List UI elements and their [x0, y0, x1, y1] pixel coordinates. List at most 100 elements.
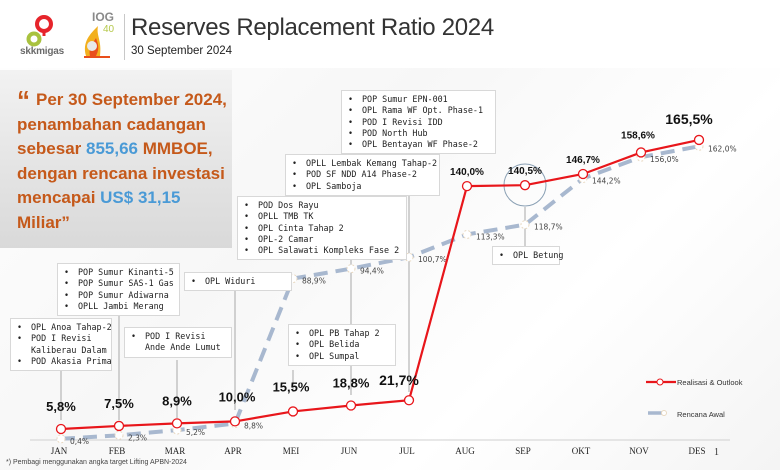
- realisasi-label: 15,5%: [273, 379, 310, 394]
- x-tick-label: FEB: [109, 446, 126, 456]
- annotation-item: POD I Revisi Kaliberau Dalam: [17, 333, 111, 356]
- realisasi-label: 7,5%: [104, 396, 134, 411]
- realisasi-point: [171, 418, 183, 429]
- annotation-item: OPL Belida: [295, 339, 389, 351]
- rencana-awal-point: [520, 220, 530, 230]
- quote-box: “Per 30 September 2024, penambahan cadan…: [0, 70, 232, 248]
- skkmigas-logo-icon: [26, 15, 53, 47]
- x-tick-label: JAN: [51, 446, 68, 456]
- iog-logo-text: IOG: [92, 10, 115, 24]
- rencana-awal-point: [114, 430, 124, 440]
- x-axis-ticks: JAN FEB MAR APR MEI JUN JUL AUG SEP OKT NOV DES: [51, 446, 706, 456]
- realisasi-point: [113, 420, 125, 432]
- realisasi-point: [55, 423, 67, 435]
- realisasi-point: [403, 395, 415, 406]
- quote-part2: MMBOE, dengan rencana investasi mencapai: [17, 139, 225, 207]
- realisasi-point: [577, 168, 589, 180]
- annotation-item: OPL-2 Camar: [244, 234, 400, 246]
- x-tick-label: SEP: [515, 446, 531, 456]
- annotation-item: OPL Sumpal: [295, 351, 389, 363]
- rencana-awal-label: 5,2%: [186, 428, 205, 437]
- rencana-awal-label: 2,3%: [128, 433, 147, 442]
- page-number: 1: [714, 447, 719, 458]
- rencana-awal-label: 118,7%: [534, 223, 563, 232]
- rencana-awal-point: [346, 264, 356, 274]
- realisasi-label: 165,5%: [665, 111, 713, 127]
- legend-marks: [646, 378, 676, 416]
- quote-part3: Miliar”: [17, 212, 70, 232]
- realisasi-point: [519, 180, 531, 191]
- annotation-sep: OPL Betung: [492, 246, 563, 266]
- annotation-item: POD Akasia Prima: [17, 356, 112, 368]
- legend-realisasi-marker: [656, 378, 664, 386]
- annotation-feb: POP Sumur Kinanti-5POP Sumur SAS-1 GasPO…: [57, 263, 180, 317]
- x-tick-label: JUN: [341, 446, 358, 456]
- annotation-apr: OPL Widuri: [184, 272, 292, 292]
- annotation-mei: POD Dos RayuOPLL TMB TKOPL Cinta Tahap 2…: [237, 196, 407, 261]
- annotation-item: OPLL Jambi Merang: [64, 301, 173, 313]
- legend-rencana-marker: [661, 410, 667, 416]
- header-divider: [124, 14, 125, 60]
- realisasi-point: [345, 400, 357, 411]
- annotation-item: POD I Revisi IDD: [348, 117, 489, 129]
- annotation-item: OPLL TMB TK: [244, 211, 400, 223]
- rencana-awal-point: [56, 434, 66, 444]
- header: skkmigas IOG 40 Reserves Replacement Rat…: [0, 0, 780, 68]
- rencana-awal-label: 100,7%: [418, 255, 447, 264]
- series-realisasi: 5,8% 7,5% 8,9% 10,0% 15,5% 18,8% 21,7% 140,0% 14…: [46, 111, 713, 435]
- footnote: *) Pembagi menggunakan angka target Lift…: [6, 459, 187, 466]
- rencana-awal-label: 113,3%: [476, 232, 505, 241]
- rencana-awal-label: 156,0%: [650, 155, 679, 164]
- realisasi-label: 140,0%: [450, 167, 484, 178]
- quote-part1: Per 30 September 2024, penambahan cadang…: [17, 90, 227, 158]
- realisasi-label: 8,9%: [162, 393, 192, 408]
- annotation-item: OPL Cinta Tahap 2: [244, 223, 400, 235]
- quote-text: “Per 30 September 2024, penambahan cadan…: [17, 85, 232, 235]
- iog-logo-sub: 40: [103, 24, 115, 35]
- realisasi-label: 158,6%: [621, 130, 655, 141]
- page-title: Reserves Replacement Ratio 2024: [131, 14, 494, 41]
- annotation-jun: OPL PB Tahap 2OPL BelidaOPL Sumpal: [288, 324, 396, 366]
- x-tick-label: APR: [224, 446, 242, 456]
- realisasi-point: [635, 147, 647, 158]
- annotation-item: OPL Samboja: [292, 181, 433, 193]
- realisasi-label: 140,5%: [508, 166, 542, 177]
- quote-highlight-reserves: 855,66: [86, 139, 138, 158]
- annotation-item: OPL PB Tahap 2: [295, 328, 389, 340]
- quote-highlight-investment: US$ 31,15: [100, 188, 181, 207]
- page-subtitle: 30 September 2024: [131, 45, 233, 57]
- annotation-item: OPL Betung: [499, 250, 563, 262]
- realisasi-line: [60, 138, 700, 431]
- annotation-item: POD SF NDD A14 Phase-2: [292, 169, 433, 181]
- annotation-mar: POD I Revisi Ande Ande Lumut: [124, 327, 232, 358]
- realisasi-label: 146,7%: [566, 155, 600, 166]
- x-tick-label: JUL: [399, 446, 415, 456]
- annotation-aug: POP Sumur EPN-001OPL Rama WF Opt. Phase-…: [341, 90, 496, 155]
- rencana-awal-label: 94,4%: [360, 267, 384, 276]
- rencana-awal-label: 0,4%: [70, 437, 89, 446]
- annotation-item: OPL Widuri: [191, 276, 285, 288]
- iog-logo-icon: [84, 26, 110, 58]
- rencana-awal-label: 88,9%: [302, 277, 326, 286]
- annotation-jan: OPL Anoa Tahap-2POD I Revisi Kaliberau D…: [10, 318, 112, 372]
- quote-mark: “: [17, 85, 30, 115]
- realisasi-point: [693, 134, 705, 146]
- x-tick-label: MAR: [165, 446, 186, 456]
- x-tick-label: MEI: [283, 446, 300, 456]
- rencana-awal-point: [462, 229, 472, 239]
- x-tick-label: DES: [688, 446, 705, 456]
- annotation-item: POD North Hub: [348, 128, 489, 140]
- annotation-item: OPLL Lembak Kemang Tahap-2: [292, 158, 437, 170]
- rencana-awal-line: [60, 144, 700, 441]
- legend-rencana-label: Rencana Awal: [677, 410, 725, 419]
- rencana-awal-label: 162,0%: [708, 144, 737, 153]
- annotation-item: POP Sumur EPN-001: [348, 94, 489, 106]
- realisasi-label: 18,8%: [333, 375, 370, 390]
- realisasi-label: 5,8%: [46, 399, 76, 414]
- x-tick-label: NOV: [629, 446, 649, 456]
- x-tick-label: OKT: [572, 446, 591, 456]
- annotation-item: OPL Bentayan WF Phase-2: [348, 139, 489, 151]
- realisasi-point: [287, 406, 299, 417]
- realisasi-label: 10,0%: [219, 389, 256, 404]
